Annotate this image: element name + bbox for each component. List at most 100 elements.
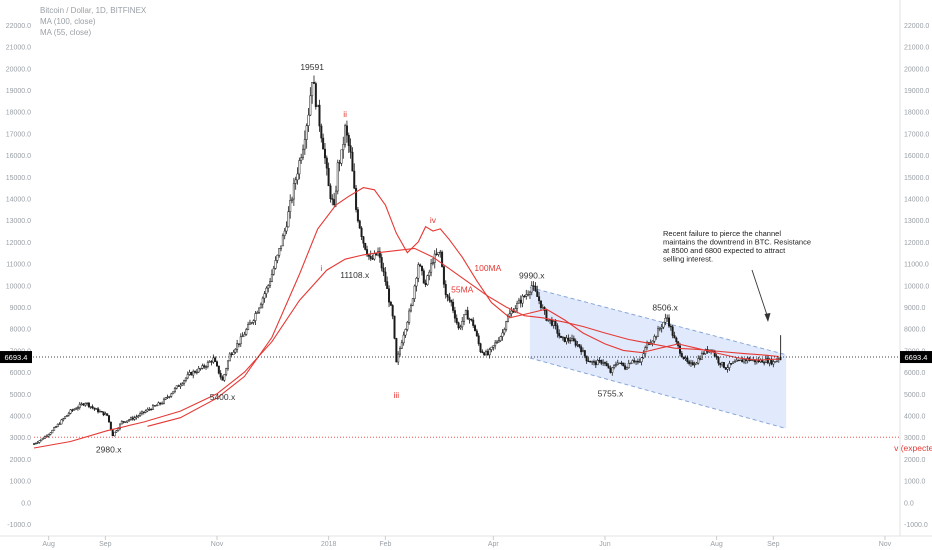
candle-body bbox=[741, 359, 744, 363]
candle-body bbox=[728, 363, 731, 368]
candle-body bbox=[120, 421, 123, 425]
candle-body bbox=[102, 411, 105, 416]
candle-body bbox=[558, 333, 561, 337]
candle-body bbox=[269, 281, 272, 286]
y-tick-label-right: 1000.0 bbox=[904, 479, 926, 486]
candle-body bbox=[779, 356, 782, 361]
candle-body bbox=[331, 198, 334, 200]
candle-body bbox=[393, 315, 396, 339]
candle-body bbox=[688, 361, 691, 364]
candle-body bbox=[212, 357, 215, 363]
commentary-arrow-head bbox=[764, 313, 771, 322]
y-tick-label-right: 20000.0 bbox=[904, 66, 929, 73]
candle-body bbox=[270, 274, 273, 282]
candle-body bbox=[488, 349, 491, 356]
candle-body bbox=[743, 359, 746, 363]
candle-body bbox=[367, 254, 370, 257]
candle-body bbox=[219, 372, 222, 378]
candle-body bbox=[774, 361, 777, 363]
candle-body bbox=[627, 363, 630, 369]
candle-body bbox=[563, 336, 566, 342]
candle-body bbox=[283, 230, 286, 236]
candle-body bbox=[450, 300, 453, 303]
candle-body bbox=[651, 340, 654, 344]
candle-body bbox=[312, 82, 315, 84]
candle-body bbox=[735, 359, 738, 362]
channel-upper-line bbox=[529, 286, 787, 356]
candle-body bbox=[697, 358, 700, 364]
candle-body bbox=[485, 351, 488, 356]
candle-body bbox=[501, 332, 504, 337]
y-tick-label-left: 3000.0 bbox=[10, 435, 32, 442]
candle-body bbox=[287, 211, 290, 228]
candle-body bbox=[153, 405, 156, 407]
candle-body bbox=[675, 337, 678, 342]
legend-ma100: MA (100, close) bbox=[40, 17, 96, 26]
candle-body bbox=[382, 267, 385, 273]
candle-body bbox=[243, 334, 246, 337]
candle-body bbox=[503, 329, 506, 334]
y-tick-label-left: 18000.0 bbox=[6, 110, 31, 117]
candle-body bbox=[53, 427, 56, 431]
candle-body bbox=[62, 418, 65, 421]
candle-body bbox=[631, 360, 634, 364]
candle-body bbox=[603, 362, 606, 364]
candle-body bbox=[186, 374, 189, 379]
candle-body bbox=[494, 342, 497, 346]
y-tick-label-left: -1000.0 bbox=[7, 522, 31, 529]
channel-lower-line bbox=[529, 357, 787, 429]
candle-body bbox=[391, 305, 394, 317]
candle-body bbox=[250, 322, 253, 324]
y-tick-label-right: 19000.0 bbox=[904, 88, 929, 95]
candle-body bbox=[561, 336, 564, 339]
annotation-label: v (expected target) bbox=[894, 443, 932, 453]
candle-body bbox=[42, 438, 45, 440]
annotation-label: ii bbox=[343, 109, 347, 119]
candle-body bbox=[763, 362, 766, 364]
candle-body bbox=[475, 330, 478, 337]
candle-body bbox=[252, 320, 255, 323]
candle-body bbox=[170, 393, 173, 397]
candle-body bbox=[428, 271, 431, 276]
candle-body bbox=[195, 371, 198, 374]
y-tick-label-left: 21000.0 bbox=[6, 45, 31, 52]
candle-body bbox=[541, 307, 544, 309]
candle-body bbox=[364, 243, 367, 250]
y-tick-label-left: 9000.0 bbox=[10, 305, 32, 312]
candle-body bbox=[325, 157, 328, 169]
candle-body bbox=[109, 421, 112, 430]
candle-body bbox=[689, 362, 692, 364]
candle-body bbox=[188, 372, 191, 375]
candle-body bbox=[686, 357, 689, 362]
candle-body bbox=[294, 179, 297, 184]
candle-body bbox=[591, 361, 594, 363]
candle-body bbox=[408, 310, 411, 323]
candle-body bbox=[514, 308, 517, 313]
candle-body bbox=[388, 288, 391, 303]
candle-body bbox=[444, 284, 447, 295]
candle-body bbox=[669, 325, 672, 328]
y-tick-label-right: 21000.0 bbox=[904, 45, 929, 52]
y-tick-label-left: 11000.0 bbox=[6, 262, 31, 269]
candle-body bbox=[184, 377, 187, 381]
candle-body bbox=[56, 423, 59, 427]
candle-body bbox=[327, 167, 330, 187]
x-tick-label: Aug bbox=[42, 541, 55, 548]
candle-body bbox=[519, 299, 522, 304]
candle-body bbox=[536, 290, 539, 297]
price-box-left bbox=[0, 351, 32, 364]
candle-body bbox=[417, 264, 420, 279]
candle-body bbox=[223, 374, 226, 381]
x-tick-label: 2018 bbox=[321, 541, 337, 548]
y-tick-label-right: 10000.0 bbox=[904, 283, 929, 290]
candle-body bbox=[560, 335, 563, 338]
candle-body bbox=[585, 355, 588, 362]
candle-body bbox=[258, 307, 261, 313]
candle-body bbox=[483, 352, 486, 356]
y-tick-label-left: 20000.0 bbox=[6, 66, 31, 73]
candle-body bbox=[221, 376, 224, 381]
candle-body bbox=[574, 340, 577, 346]
candle-body bbox=[419, 264, 422, 267]
candle-body bbox=[177, 385, 180, 387]
